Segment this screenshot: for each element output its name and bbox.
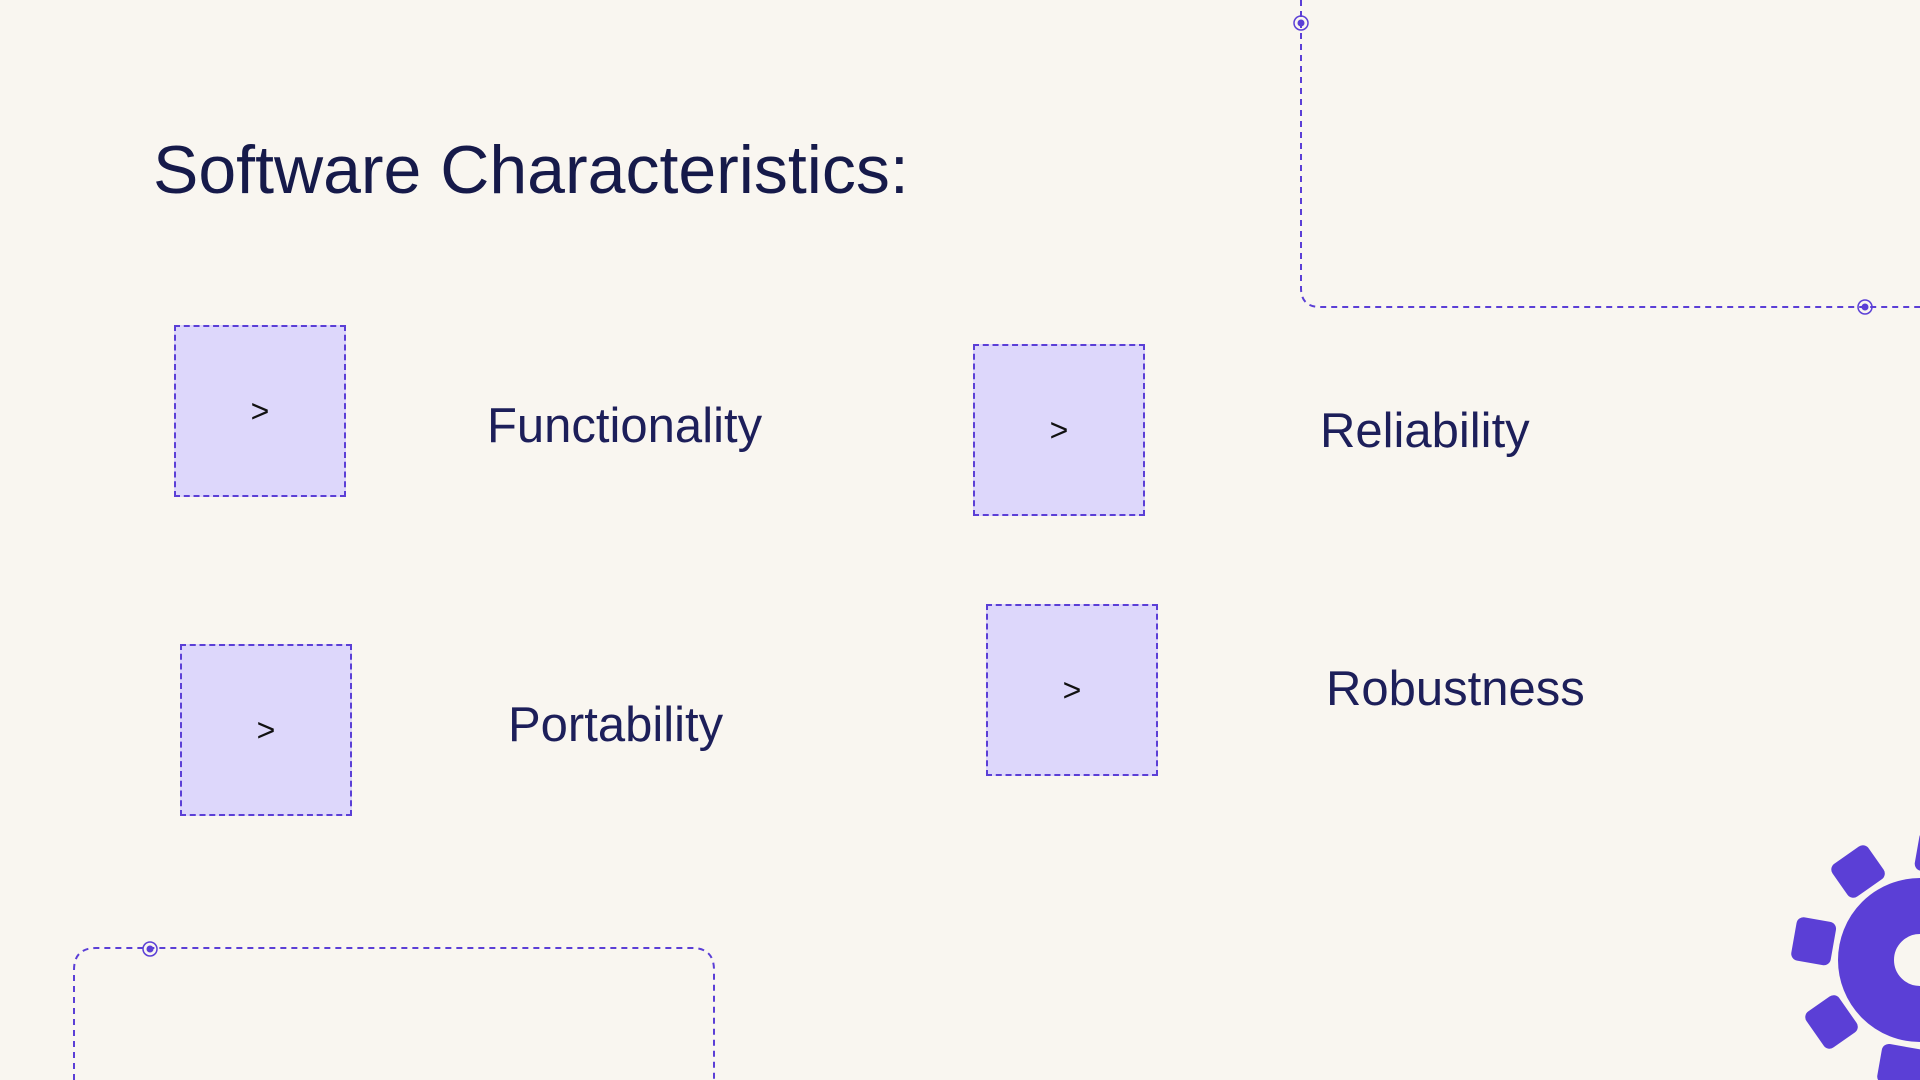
chevron-right-icon: > (250, 393, 270, 429)
item-marker-box: > (973, 344, 1145, 516)
item-marker-box: > (180, 644, 352, 816)
item-marker-box: > (986, 604, 1158, 776)
page-title: Software Characteristics: (153, 132, 909, 208)
item-label-robustness: Robustness (1326, 662, 1585, 716)
top-right-frame-line (1300, 0, 1920, 308)
item-marker-box: > (174, 325, 346, 497)
item-label-portability: Portability (508, 698, 724, 752)
top-right-frame (1293, 0, 1920, 315)
bottom-left-frame-line (73, 947, 715, 1080)
chevron-right-icon: > (1062, 672, 1082, 708)
frame-node-dot-icon (1293, 15, 1309, 31)
chevron-right-icon: > (1049, 412, 1069, 448)
chevron-right-icon: > (256, 712, 276, 748)
frame-node-dot-icon (1857, 299, 1873, 315)
item-label-functionality: Functionality (487, 399, 763, 453)
bottom-left-frame (73, 941, 715, 1080)
item-label-reliability: Reliability (1320, 404, 1530, 458)
gear-icon (1791, 831, 1920, 1080)
frame-node-dot-icon (142, 941, 158, 957)
